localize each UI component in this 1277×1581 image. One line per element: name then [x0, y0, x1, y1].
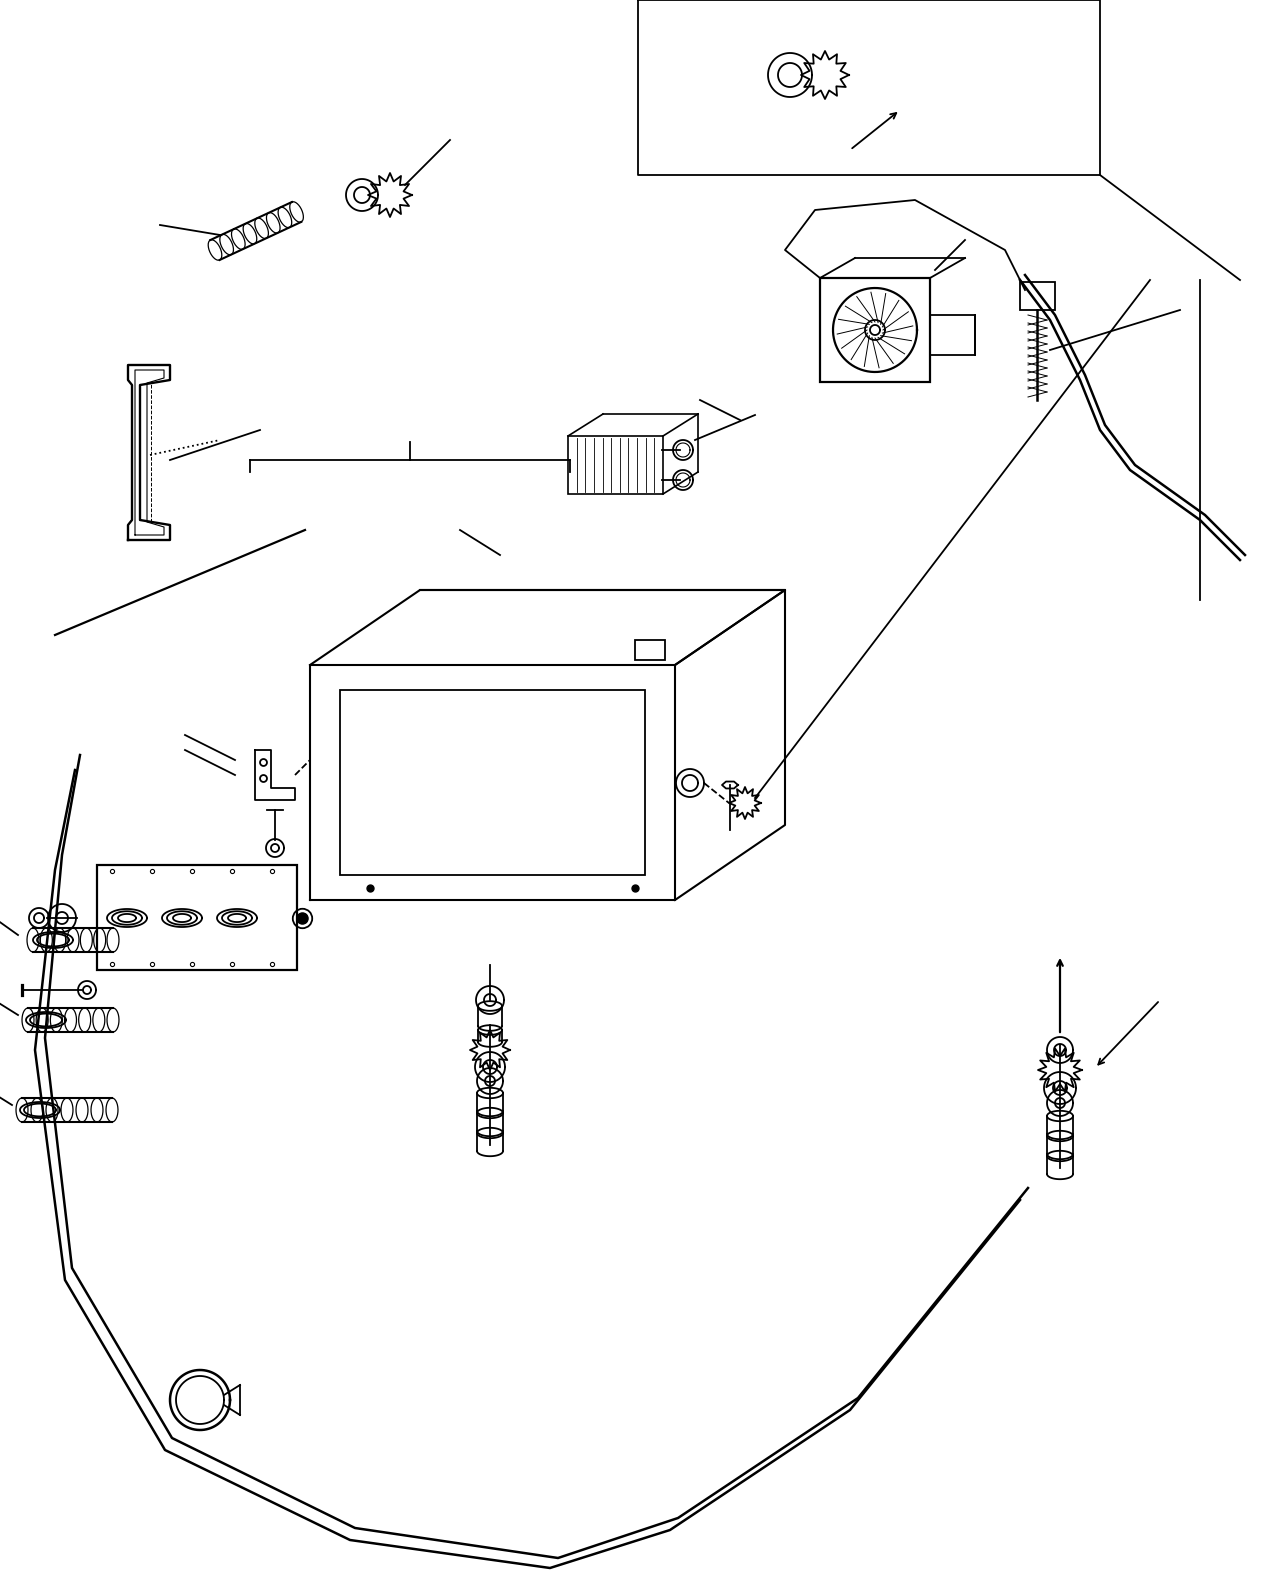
Bar [340, 689, 645, 874]
Bar [97, 865, 298, 971]
Bar [635, 640, 665, 659]
Bar [1020, 281, 1055, 310]
Bar [568, 436, 663, 493]
Bar [820, 278, 930, 383]
